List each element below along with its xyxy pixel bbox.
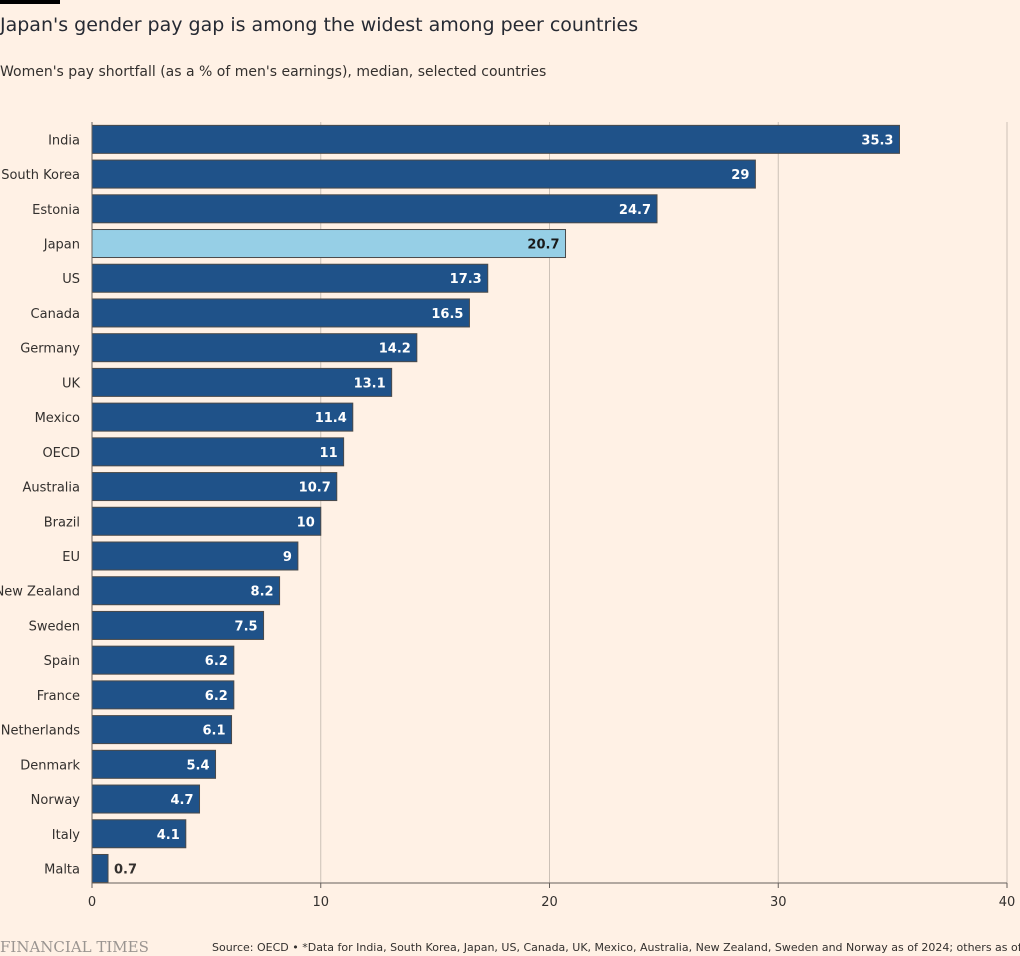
data-label: 20.7 [527,238,559,253]
category-label: Sweden [29,619,80,634]
data-label: 13.1 [354,376,386,391]
data-label: 17.3 [450,272,482,287]
category-label: OECD [42,446,80,461]
data-label: 6.2 [205,654,228,669]
data-label: 7.5 [235,619,258,634]
category-label: Japan [43,238,80,253]
ft-logo: FINANCIAL TIMES [0,938,149,956]
category-label: Canada [31,307,80,322]
category-label: Brazil [44,515,80,530]
bar [91,680,235,710]
bar [91,333,418,363]
data-label: 10.7 [299,481,331,496]
x-tick-label: 30 [770,895,787,910]
data-label: 6.1 [203,724,226,739]
category-label: Norway [31,793,81,808]
bar [91,819,187,849]
data-label: 16.5 [431,307,463,322]
category-label: Netherlands [1,724,80,739]
data-label: 11.4 [315,411,347,426]
data-label: 10 [297,515,315,530]
category-label: UK [62,376,81,391]
category-label: Denmark [20,758,80,773]
category-label: EU [62,550,80,565]
data-label: 29 [731,168,749,183]
data-label: 6.2 [205,689,228,704]
source-note: Source: OECD • *Data for India, South Ko… [212,941,1020,954]
data-label: 24.7 [619,203,651,218]
category-label: South Korea [1,168,80,183]
bar [91,159,756,189]
data-label: 14.2 [379,342,411,357]
bar [91,437,345,467]
category-label: Mexico [35,411,80,426]
bar [91,367,393,397]
bar [91,402,354,432]
bar [91,610,265,640]
bar [91,576,281,606]
bar [91,194,658,224]
data-label: 11 [320,446,338,461]
category-label: India [48,133,80,148]
data-label: 0.7 [114,862,137,877]
bar [91,506,322,536]
data-label: 4.1 [157,828,180,843]
data-label: 5.4 [186,758,209,773]
category-label: New Zealand [0,585,80,600]
bar [91,541,299,571]
x-tick-label: 0 [88,895,96,910]
brand-bar [0,0,60,4]
data-label: 35.3 [861,133,893,148]
x-tick-label: 40 [999,895,1016,910]
category-label: Malta [44,862,80,877]
bar [91,124,900,154]
x-tick-label: 10 [312,895,329,910]
bar [91,229,567,259]
data-label: 4.7 [170,793,193,808]
chart-subtitle: Women's pay shortfall (as a % of men's e… [0,64,547,80]
data-label: 9 [283,550,292,565]
bar-chart: 0 10 20 30 40 India 35.3 South Korea 29 Estonia 24… [0,122,1016,910]
bar [91,472,338,502]
category-label: Germany [20,342,80,357]
bar [91,715,233,745]
bar [91,298,470,328]
category-label: Australia [22,481,80,496]
data-label: 8.2 [251,585,274,600]
category-label: Spain [44,654,80,669]
category-label: Estonia [32,203,80,218]
category-label: Italy [52,828,81,843]
category-label: US [62,272,80,287]
category-label: France [37,689,80,704]
bar [91,749,217,779]
bar [91,645,235,675]
x-tick-label: 20 [541,895,558,910]
bar [91,263,489,293]
chart-title: Japan's gender pay gap is among the wide… [0,14,639,36]
bar [91,853,109,883]
